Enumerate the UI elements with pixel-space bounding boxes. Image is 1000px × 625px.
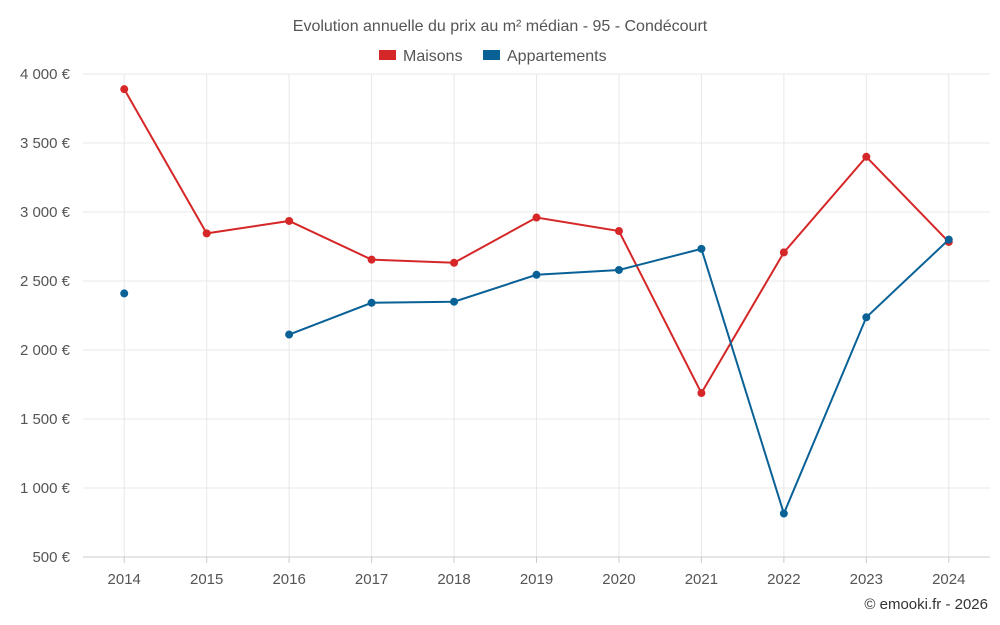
x-tick-label: 2015 (190, 571, 223, 588)
legend-swatch (379, 50, 396, 60)
x-tick-label: 2014 (108, 571, 141, 588)
y-tick-label: 2 500 € (20, 273, 71, 290)
data-point[interactable] (367, 255, 376, 264)
y-tick-label: 1 000 € (20, 480, 71, 497)
legend-item[interactable]: Maisons (379, 48, 463, 65)
y-tick-label: 3 500 € (20, 135, 71, 152)
data-point[interactable] (532, 213, 541, 222)
x-tick-label: 2020 (602, 571, 635, 588)
y-tick-label: 1 500 € (20, 411, 71, 428)
series-appartements (120, 235, 953, 518)
y-tick-label: 500 € (32, 549, 70, 566)
data-point[interactable] (779, 248, 788, 257)
grid (83, 73, 990, 558)
data-point[interactable] (697, 389, 706, 398)
legend-label: Appartements (507, 48, 607, 65)
data-point[interactable] (450, 258, 459, 267)
data-point[interactable] (697, 244, 706, 253)
data-point[interactable] (450, 297, 459, 306)
y-tick-label: 3 000 € (20, 204, 71, 221)
x-tick-label: 2021 (685, 571, 718, 588)
data-point[interactable] (202, 229, 211, 238)
data-point[interactable] (120, 289, 129, 298)
x-tick-label: 2024 (932, 571, 965, 588)
legend-label: Maisons (403, 48, 463, 65)
x-tick-label: 2017 (355, 571, 388, 588)
data-point[interactable] (532, 270, 541, 279)
data-point[interactable] (285, 216, 294, 225)
data-point[interactable] (862, 152, 871, 161)
x-tick-label: 2023 (850, 571, 883, 588)
data-point[interactable] (614, 265, 623, 274)
axes: 500 € 1 000 € 1 500 € 2 000 € 2 500 € 3 000 €… (20, 66, 990, 588)
legend: Maisons Appartements (379, 48, 607, 65)
x-tick-label: 2018 (437, 571, 470, 588)
data-point[interactable] (285, 330, 294, 339)
credit-text: © emooki.fr - 2026 (864, 596, 988, 613)
y-tick-label: 4 000 € (20, 66, 71, 83)
chart-title: Evolution annuelle du prix au m² médian … (293, 18, 708, 35)
series-maisons (120, 85, 953, 398)
data-point[interactable] (779, 509, 788, 518)
y-tick-label: 2 000 € (20, 342, 71, 359)
data-point[interactable] (120, 85, 129, 94)
series-layer (120, 85, 953, 518)
data-point[interactable] (862, 313, 871, 322)
legend-item[interactable]: Appartements (483, 48, 607, 65)
data-point[interactable] (614, 227, 623, 236)
data-point[interactable] (944, 235, 953, 244)
legend-swatch (483, 50, 500, 60)
data-point[interactable] (367, 298, 376, 307)
x-tick-label: 2016 (272, 571, 305, 588)
x-tick-label: 2022 (767, 571, 800, 588)
x-tick-label: 2019 (520, 571, 553, 588)
